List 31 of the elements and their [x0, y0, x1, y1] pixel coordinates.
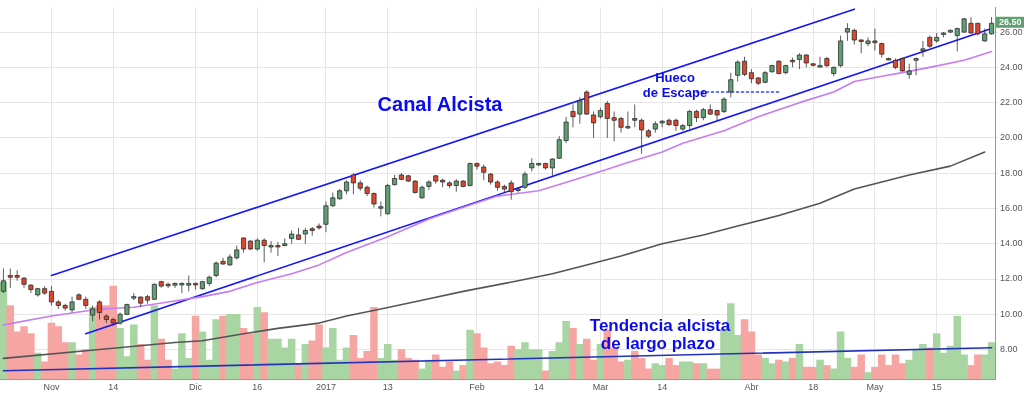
x-tick-label: 18 — [808, 381, 819, 392]
y-tick-label: 22.00 — [1000, 97, 1023, 108]
y-tick-label: 16.00 — [1000, 202, 1023, 213]
y-tick-label: 18.00 — [1000, 167, 1023, 178]
y-tick-label: 20.00 — [1000, 132, 1023, 143]
annotation: de largo plazo — [600, 333, 716, 353]
candlestick — [913, 57, 919, 76]
x-tick-label: Dic — [189, 381, 203, 392]
y-tick-label: 26.00 — [1000, 26, 1023, 37]
x-tick-label: Nov — [43, 381, 60, 392]
x-tick-label: 16 — [252, 381, 263, 392]
annotation: 26.50 — [999, 16, 1022, 27]
y-tick-label: 8.00 — [1000, 344, 1018, 355]
x-tick-label: 14 — [108, 381, 119, 392]
x-tick-label: Abr — [744, 381, 759, 392]
y-tick-label: 12.00 — [1000, 273, 1023, 284]
y-tick-label: 14.00 — [1000, 238, 1023, 249]
annotation: Hueco — [655, 69, 695, 85]
y-tick-label: 24.00 — [1000, 61, 1023, 72]
x-tick-label: Mar — [592, 381, 609, 392]
x-tick-label: 14 — [657, 381, 668, 392]
x-tick-label: 14 — [533, 381, 544, 392]
x-tick-label: Feb — [469, 381, 485, 392]
x-tick-label: 13 — [382, 381, 393, 392]
x-tick-label: 15 — [931, 381, 942, 392]
annotation: de Escape — [642, 84, 708, 100]
y-tick-label: 10.00 — [1000, 308, 1023, 319]
annotation: Tendencia alcista — [589, 315, 731, 335]
annotation: Canal Alcista — [377, 92, 504, 115]
x-tick-label: 2017 — [315, 381, 336, 392]
x-tick-label: May — [866, 381, 884, 392]
